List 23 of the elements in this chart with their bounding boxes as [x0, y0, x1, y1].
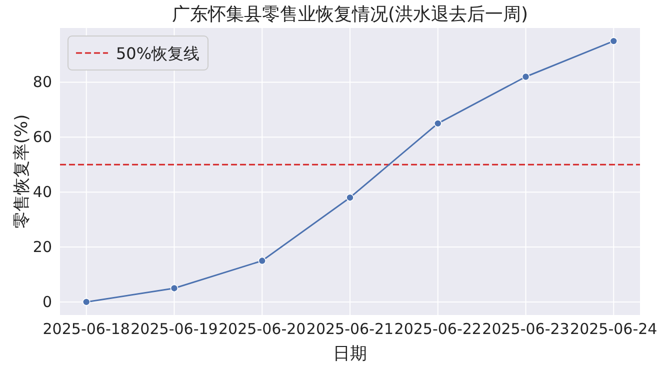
point [346, 194, 354, 202]
x-tick-label: 2025-06-22 [394, 320, 482, 338]
x-tick-label: 2025-06-18 [42, 320, 130, 338]
point [610, 37, 618, 45]
x-tick-label: 2025-06-24 [570, 320, 658, 338]
x-tick-label: 2025-06-20 [218, 320, 306, 338]
x-tick-label: 2025-06-23 [482, 320, 570, 338]
y-tick-label: 40 [32, 183, 52, 202]
point [82, 298, 90, 306]
x-axis-title: 日期 [333, 344, 367, 364]
point [434, 120, 442, 128]
x-tick-label: 2025-06-19 [130, 320, 218, 338]
point [522, 72, 530, 81]
x-tick-label: 2025-06-21 [306, 320, 394, 338]
y-tick-label: 20 [32, 238, 52, 256]
chart-title: 广东怀集县零售业恢复情况(洪水退去后一周) [172, 4, 528, 25]
legend-label: 50%恢复线 [116, 44, 200, 63]
y-tick-label: 80 [32, 73, 52, 92]
point [170, 284, 178, 292]
y-axis-title: 零售恢复率(%) [12, 114, 32, 229]
point [258, 256, 266, 265]
y-tick-label: 60 [32, 128, 52, 146]
y-tick-label: 0 [42, 292, 52, 311]
